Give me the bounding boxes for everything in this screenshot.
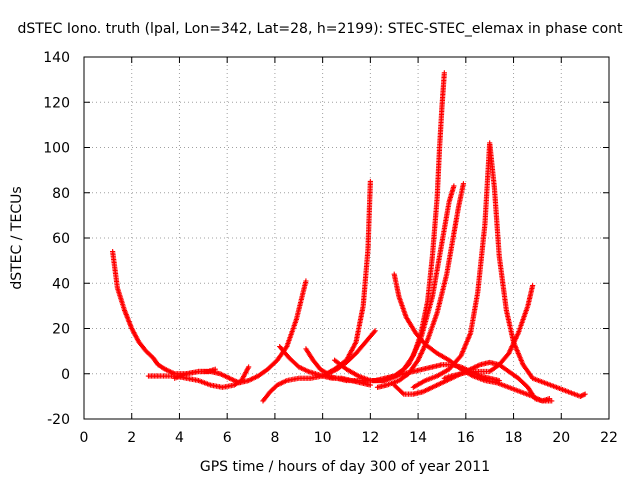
data-point bbox=[530, 282, 536, 289]
y-tick-label: 140 bbox=[43, 50, 70, 66]
chart-title: dSTEC Iono. truth (lpal, Lon=342, Lat=28… bbox=[17, 21, 623, 37]
plot-frame bbox=[83, 56, 610, 420]
y-tick-label: 0 bbox=[61, 367, 70, 383]
y-axis-label: dSTEC / TECUs bbox=[9, 186, 25, 289]
y-tick-label: -20 bbox=[47, 412, 70, 428]
data-point bbox=[246, 364, 252, 370]
data-point bbox=[371, 329, 377, 335]
series-8 bbox=[370, 183, 457, 384]
series-12 bbox=[410, 140, 588, 399]
x-tick-label: 16 bbox=[457, 430, 475, 446]
data-point bbox=[580, 392, 586, 398]
data-point bbox=[441, 70, 447, 76]
x-tick-label: 22 bbox=[600, 430, 618, 446]
axis-ticks: 0 2 4 6 8 10 12 14 16 18 20 22 -20 0 20 40 60 80 100 120 140 bbox=[43, 50, 618, 446]
series-3 bbox=[260, 178, 373, 404]
x-tick-label: 0 bbox=[80, 430, 89, 446]
series-0 bbox=[110, 248, 218, 377]
x-axis-label: GPS time / hours of day 300 of year 2011 bbox=[200, 459, 490, 475]
data-point bbox=[451, 183, 457, 189]
series-11 bbox=[391, 271, 555, 404]
data-point bbox=[372, 328, 378, 334]
y-tick-label: 20 bbox=[52, 322, 70, 338]
x-tick-label: 14 bbox=[409, 430, 427, 446]
series-5 bbox=[303, 328, 378, 377]
series-2 bbox=[172, 278, 309, 386]
x-tick-label: 12 bbox=[361, 430, 379, 446]
y-tick-label: 60 bbox=[52, 231, 70, 247]
data-point bbox=[400, 390, 406, 396]
data-point bbox=[303, 278, 309, 284]
x-tick-label: 2 bbox=[127, 430, 136, 446]
x-tick-label: 20 bbox=[552, 430, 570, 446]
x-tick-label: 10 bbox=[314, 430, 332, 446]
y-tick-label: 100 bbox=[43, 141, 70, 157]
data-point bbox=[367, 178, 373, 185]
series-13 bbox=[441, 359, 552, 404]
y-tick-label: 80 bbox=[52, 186, 70, 202]
data-points bbox=[110, 70, 588, 404]
y-tick-label: 40 bbox=[52, 276, 70, 292]
x-tick-label: 4 bbox=[175, 430, 184, 446]
data-point bbox=[546, 396, 552, 402]
x-tick-label: 6 bbox=[223, 430, 232, 446]
series-9 bbox=[374, 181, 467, 390]
data-point bbox=[460, 181, 467, 187]
data-point bbox=[582, 391, 588, 397]
grid-lines bbox=[84, 57, 609, 419]
x-tick-label: 8 bbox=[270, 430, 279, 446]
data-point bbox=[367, 382, 373, 388]
y-tick-label: 120 bbox=[43, 95, 70, 111]
x-tick-label: 18 bbox=[505, 430, 523, 446]
data-point bbox=[212, 366, 218, 372]
